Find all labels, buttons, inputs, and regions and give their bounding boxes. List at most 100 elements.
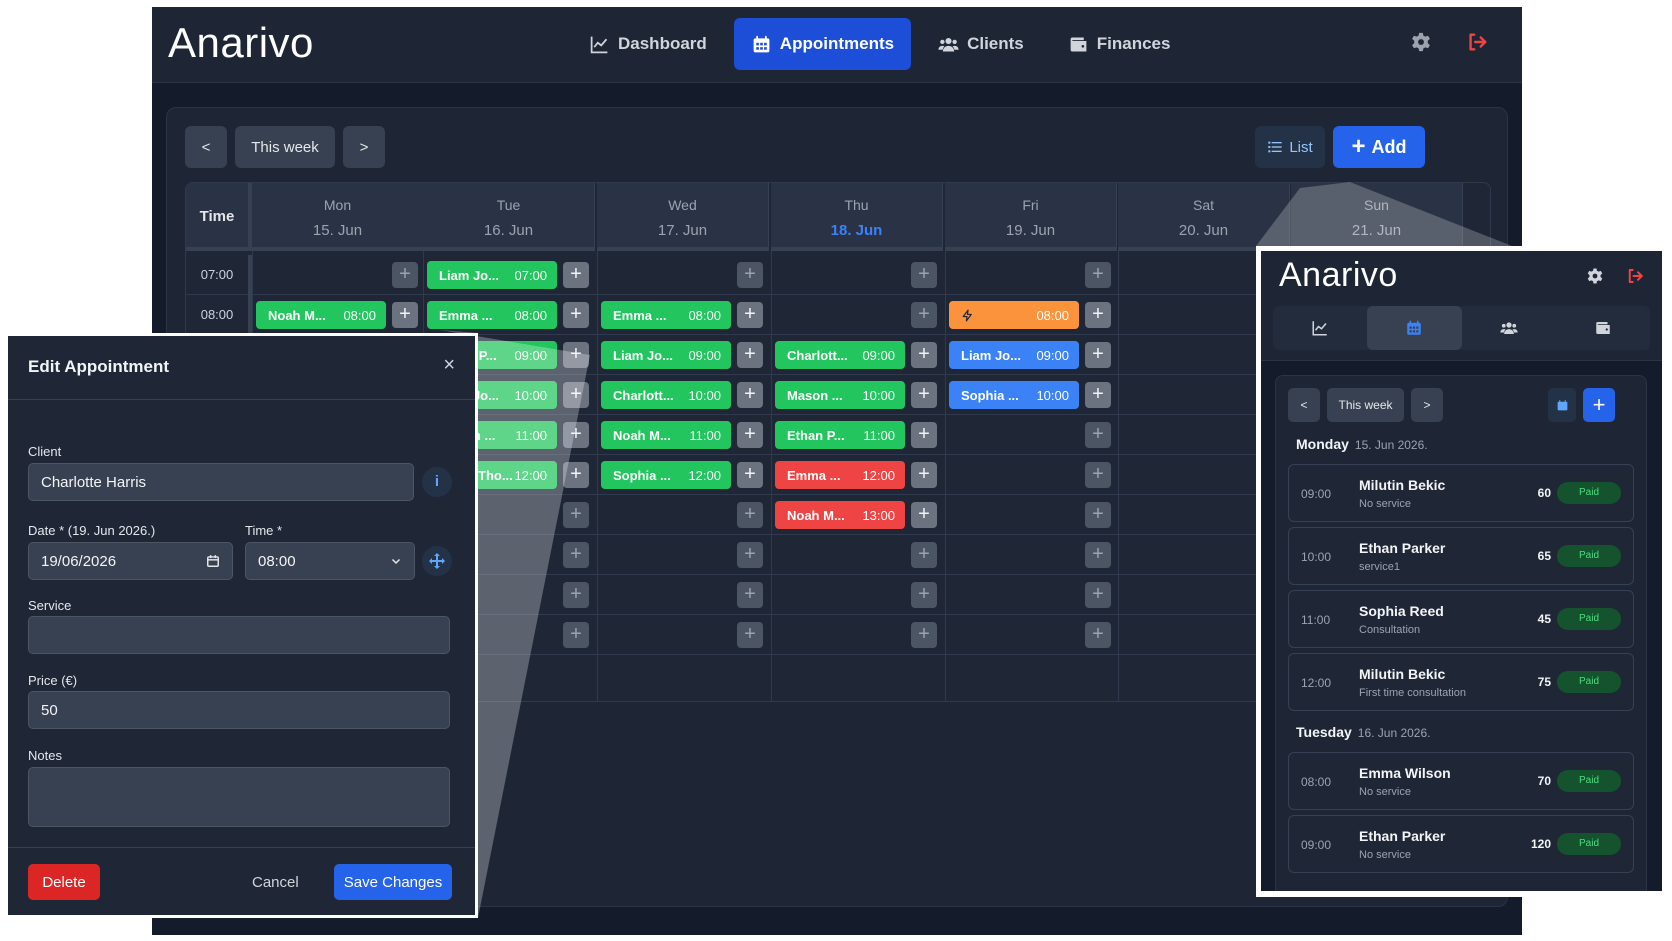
add-slot-button[interactable]: + [911, 422, 937, 448]
add-slot-button[interactable]: + [737, 382, 763, 408]
mobile-tab-dashboard[interactable] [1273, 306, 1367, 350]
service-field[interactable] [28, 616, 450, 654]
add-slot-button[interactable]: + [1085, 582, 1111, 608]
appointment-card[interactable]: 11:00 Sophia Reed Consultation 45 Paid [1288, 590, 1634, 648]
add-slot-button[interactable]: + [563, 542, 589, 568]
add-slot-button[interactable]: + [737, 342, 763, 368]
add-slot-button[interactable]: + [737, 462, 763, 488]
add-slot-button[interactable]: + [1085, 302, 1111, 328]
add-slot-button[interactable]: + [911, 262, 937, 288]
add-slot-button[interactable]: + [392, 302, 418, 328]
appointment-block[interactable]: Noah M... 11:00 [601, 421, 731, 449]
add-slot-button[interactable]: + [737, 502, 763, 528]
appointment-block[interactable]: Sophia ... 10:00 [949, 381, 1079, 409]
add-slot-button[interactable]: + [911, 302, 937, 328]
mobile-tab-clients[interactable] [1462, 306, 1556, 350]
add-slot-button[interactable]: + [563, 262, 589, 288]
add-slot-button[interactable]: + [911, 382, 937, 408]
gear-icon[interactable] [1410, 31, 1432, 53]
appointment-block[interactable]: Ethan P... 11:00 [775, 421, 905, 449]
client-field[interactable]: Charlotte Harris [28, 463, 414, 501]
add-slot-button[interactable]: + [1085, 462, 1111, 488]
nav-appointments[interactable]: Appointments [733, 18, 912, 70]
mobile-next-week-button[interactable]: > [1411, 388, 1443, 422]
appointment-card[interactable]: 12:00 Milutin Bekic First time consultatio… [1288, 653, 1634, 711]
add-slot-button[interactable]: + [911, 462, 937, 488]
list-view-button[interactable]: List [1255, 126, 1325, 168]
add-slot-button[interactable]: + [563, 382, 589, 408]
appointment-card[interactable]: 09:00 Ethan Parker No service 120 Paid [1288, 815, 1634, 873]
appointment-block[interactable]: Emma ... 12:00 [775, 461, 905, 489]
add-slot-button[interactable]: + [563, 502, 589, 528]
nav-clients[interactable]: Clients [921, 18, 1041, 70]
add-slot-button[interactable]: + [392, 262, 418, 288]
notes-textarea[interactable] [28, 767, 450, 827]
appointment-card[interactable]: 10:00 Ethan Parker service1 65 Paid [1288, 527, 1634, 585]
mobile-calendar-view-button[interactable] [1548, 388, 1576, 422]
add-slot-button[interactable]: + [1085, 622, 1111, 648]
add-slot-button[interactable]: + [1085, 422, 1111, 448]
nav-finances[interactable]: Finances [1051, 18, 1188, 70]
add-slot-button[interactable]: + [1085, 262, 1111, 288]
cancel-button[interactable]: Cancel [252, 874, 299, 891]
delete-button[interactable]: Delete [28, 864, 100, 900]
appointment-block[interactable]: Charlott... 09:00 [775, 341, 905, 369]
add-slot-button[interactable]: + [563, 422, 589, 448]
next-week-button[interactable]: > [343, 126, 385, 168]
close-icon[interactable]: × [443, 354, 455, 376]
appointment-block[interactable]: Charlott... 10:00 [601, 381, 731, 409]
prev-week-button[interactable]: < [185, 126, 227, 168]
add-slot-button[interactable]: + [563, 462, 589, 488]
add-slot-button[interactable]: + [737, 622, 763, 648]
add-slot-button[interactable]: + [737, 542, 763, 568]
client-info-button[interactable]: i [422, 467, 452, 497]
appointment-block[interactable]: Emma ... 08:00 [601, 301, 731, 329]
appointment-block[interactable]: Liam Jo... 09:00 [601, 341, 731, 369]
add-slot-button[interactable]: + [1085, 382, 1111, 408]
add-slot-button[interactable]: + [563, 342, 589, 368]
mobile-tab-appointments[interactable] [1367, 306, 1462, 350]
appointment-block[interactable]: Noah M... 08:00 [256, 301, 386, 329]
logout-icon[interactable] [1626, 267, 1644, 285]
add-slot-button[interactable]: + [737, 422, 763, 448]
add-slot-button[interactable]: + [1085, 542, 1111, 568]
date-field[interactable]: 19/06/2026 [28, 542, 233, 580]
add-slot-button[interactable]: + [911, 622, 937, 648]
mobile-this-week-button[interactable]: This week [1327, 388, 1404, 422]
add-slot-button[interactable]: + [737, 582, 763, 608]
add-appointment-button[interactable]: + Add [1333, 126, 1425, 168]
add-slot-button[interactable]: + [563, 302, 589, 328]
add-slot-button[interactable]: + [911, 502, 937, 528]
add-slot-button[interactable]: + [911, 542, 937, 568]
mobile-prev-week-button[interactable]: < [1288, 388, 1320, 422]
price-field[interactable]: 50 [28, 691, 450, 729]
add-slot-button[interactable]: + [1085, 342, 1111, 368]
calendar-icon[interactable] [206, 554, 220, 568]
appointment-block[interactable]: Liam Jo... 09:00 [949, 341, 1079, 369]
appointment-block[interactable]: Emma ... 08:00 [427, 301, 557, 329]
add-slot-button[interactable]: + [563, 582, 589, 608]
time-select[interactable]: 08:00 [245, 542, 415, 580]
nav-dashboard[interactable]: Dashboard [572, 18, 724, 70]
add-slot-button[interactable]: + [737, 302, 763, 328]
save-changes-button[interactable]: Save Changes [334, 864, 452, 900]
mobile-add-button[interactable]: + [1583, 388, 1615, 422]
appointment-card[interactable]: 08:00 Emma Wilson No service 70 Paid [1288, 752, 1634, 810]
gear-icon[interactable] [1586, 267, 1604, 285]
add-slot-button[interactable]: + [1085, 502, 1111, 528]
add-slot-button[interactable]: + [911, 582, 937, 608]
mobile-tab-finances[interactable] [1556, 306, 1650, 350]
appointment-block[interactable]: 08:00 [949, 301, 1079, 329]
brand-logo[interactable]: Anarivo [168, 19, 314, 66]
add-slot-button[interactable]: + [737, 262, 763, 288]
this-week-button[interactable]: This week [235, 126, 335, 168]
mobile-brand-logo[interactable]: Anarivo [1279, 256, 1398, 294]
appointment-block[interactable]: Liam Jo... 07:00 [427, 261, 557, 289]
add-slot-button[interactable]: + [911, 342, 937, 368]
add-slot-button[interactable]: + [563, 622, 589, 648]
appointment-block[interactable]: Mason ... 10:00 [775, 381, 905, 409]
appointment-block[interactable]: Sophia ... 12:00 [601, 461, 731, 489]
appointment-card[interactable]: 09:00 Milutin Bekic No service 60 Paid [1288, 464, 1634, 522]
move-appointment-button[interactable] [422, 546, 452, 576]
appointment-block[interactable]: Noah M... 13:00 [775, 501, 905, 529]
